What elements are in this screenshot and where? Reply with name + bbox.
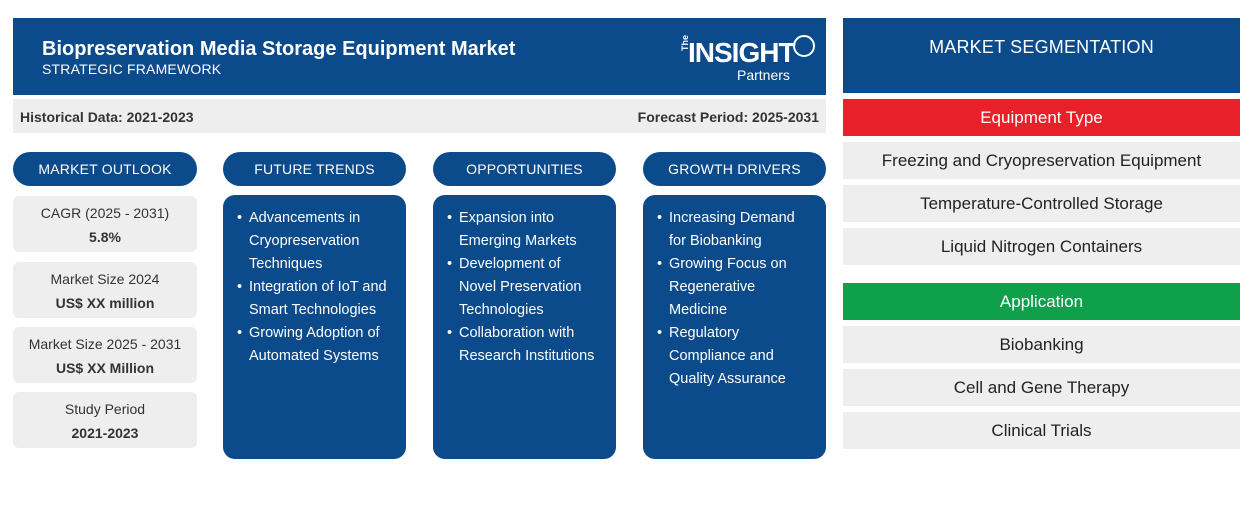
growth-drivers-header: GROWTH DRIVERS <box>643 152 826 186</box>
historical-data-label: Historical Data: 2021-2023 <box>20 109 194 125</box>
stat-card-study-period: Study Period 2021-2023 <box>13 392 197 448</box>
stat-card-market-size-forecast: Market Size 2025 - 2031 US$ XX Million <box>13 327 197 383</box>
driver-item: Regulatory Compliance and Quality Assura… <box>657 322 820 391</box>
future-trends-header: FUTURE TRENDS <box>223 152 406 186</box>
future-trends-panel: Advancements in Cryopreservation Techniq… <box>223 195 406 459</box>
segment-item: Temperature-Controlled Storage <box>843 185 1240 222</box>
insight-partners-logo: The INSIGHT Partners <box>675 33 820 85</box>
stat-card-cagr: CAGR (2025 - 2031) 5.8% <box>13 196 197 252</box>
stat-value: US$ XX million <box>55 295 155 311</box>
stat-label: CAGR (2025 - 2031) <box>40 205 170 221</box>
opportunity-item: Collaboration with Research Institutions <box>447 322 610 368</box>
segment-item: Clinical Trials <box>843 412 1240 449</box>
market-segmentation-title: MARKET SEGMENTATION <box>843 18 1240 93</box>
trend-item: Advancements in Cryopreservation Techniq… <box>237 207 400 276</box>
opportunities-panel: Expansion into Emerging Markets Developm… <box>433 195 616 459</box>
period-bar: Historical Data: 2021-2023 Forecast Peri… <box>13 99 826 133</box>
logo-ring-icon <box>793 35 815 57</box>
driver-item: Growing Focus on Regenerative Medicine <box>657 253 820 322</box>
stat-value: 2021-2023 <box>71 425 139 441</box>
stat-label: Market Size 2024 <box>50 271 160 287</box>
stat-value: 5.8% <box>89 229 121 245</box>
report-title: Biopreservation Media Storage Equipment … <box>42 38 516 60</box>
opportunity-item: Expansion into Emerging Markets <box>447 207 610 253</box>
forecast-period-label: Forecast Period: 2025-2031 <box>637 109 819 125</box>
report-header: Biopreservation Media Storage Equipment … <box>13 18 826 95</box>
logo-partners-text: Partners <box>737 67 790 83</box>
opportunities-header: OPPORTUNITIES <box>433 152 616 186</box>
segment-item: Freezing and Cryopreservation Equipment <box>843 142 1240 179</box>
stat-label: Study Period <box>64 401 146 417</box>
trend-item: Integration of IoT and Smart Technologie… <box>237 276 400 322</box>
segment-item: Cell and Gene Therapy <box>843 369 1240 406</box>
growth-drivers-panel: Increasing Demand for Biobanking Growing… <box>643 195 826 459</box>
segment-item: Biobanking <box>843 326 1240 363</box>
market-outlook-header: MARKET OUTLOOK <box>13 152 197 186</box>
segment-category-application: Application <box>843 283 1240 320</box>
segment-item: Liquid Nitrogen Containers <box>843 228 1240 265</box>
report-subtitle: STRATEGIC FRAMEWORK <box>42 61 222 77</box>
stat-label: Market Size 2025 - 2031 <box>28 336 182 352</box>
stat-value: US$ XX Million <box>55 360 154 376</box>
trend-item: Growing Adoption of Automated Systems <box>237 322 400 368</box>
opportunity-item: Development of Novel Preservation Techno… <box>447 253 610 322</box>
driver-item: Increasing Demand for Biobanking <box>657 207 820 253</box>
logo-word: INSIGHT <box>688 37 796 68</box>
segment-category-equipment-type: Equipment Type <box>843 99 1240 136</box>
stat-card-market-size-2024: Market Size 2024 US$ XX million <box>13 262 197 318</box>
